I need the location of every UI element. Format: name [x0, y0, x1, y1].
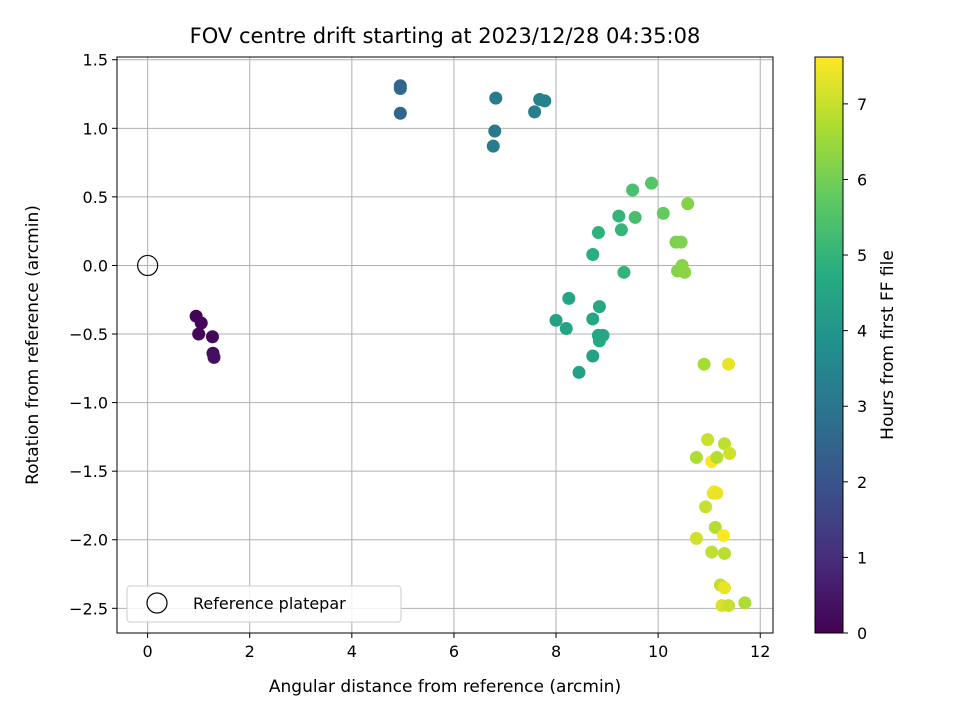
colorbar-gradient — [814, 56, 844, 634]
legend-box — [126, 585, 402, 623]
colorbar-tick-label: 1 — [857, 548, 867, 567]
data-point — [488, 124, 502, 138]
colorbar-ticks: 0 1 2 3 4 5 6 7 — [843, 95, 867, 643]
colorbar-tick-label: 3 — [857, 397, 867, 416]
y-tick-label: −1.0 — [69, 394, 108, 413]
data-point — [559, 322, 573, 336]
data-point — [678, 265, 692, 279]
x-tick-label: 6 — [449, 642, 459, 661]
x-tick-label: 10 — [648, 642, 668, 661]
data-point — [194, 316, 208, 330]
data-point — [723, 446, 737, 460]
data-point — [674, 235, 688, 249]
data-point — [614, 223, 628, 237]
data-point — [716, 529, 730, 543]
x-tick-label: 2 — [245, 642, 255, 661]
data-point — [710, 486, 724, 500]
data-point — [393, 106, 407, 120]
y-tick-label: −2.5 — [69, 599, 108, 618]
y-tick-label: 0.0 — [83, 256, 108, 275]
y-tick-label: 1.5 — [83, 51, 108, 70]
data-point — [738, 596, 752, 610]
y-tick-label: −2.0 — [69, 531, 108, 550]
data-point — [612, 209, 626, 223]
data-point — [586, 312, 600, 326]
data-point — [549, 313, 563, 327]
data-point — [705, 545, 719, 559]
data-point — [681, 197, 695, 211]
y-axis: −2.5 −2.0 −1.5 −1.0 −0.5 0.0 0.5 1.0 1.5 — [69, 51, 117, 618]
data-point — [591, 226, 605, 240]
data-point — [192, 327, 206, 341]
data-point — [710, 450, 724, 464]
colorbar-tick-label: 2 — [857, 473, 867, 492]
colorbar-tick-label: 6 — [857, 170, 867, 189]
data-point — [538, 94, 552, 108]
data-point — [592, 300, 606, 314]
data-point — [718, 546, 732, 560]
data-point — [486, 139, 500, 153]
data-point — [708, 520, 722, 534]
chart-title: FOV centre drift starting at 2023/12/28 … — [190, 24, 701, 48]
reference-marker — [137, 254, 159, 277]
colorbar-label: Hours from first FF file — [878, 250, 898, 440]
colorbar-tick-label: 0 — [857, 624, 867, 643]
data-point — [718, 437, 732, 451]
data-point — [701, 433, 715, 447]
x-tick-label: 12 — [750, 642, 770, 661]
legend: Reference platepar — [126, 585, 402, 623]
data-point — [592, 334, 606, 348]
y-axis-label: Rotation from reference (arcmin) — [23, 205, 43, 485]
data-point — [207, 350, 221, 364]
data-point — [644, 176, 658, 190]
data-point — [628, 210, 642, 224]
legend-label-reference: Reference platepar — [193, 594, 346, 613]
data-point — [562, 291, 576, 305]
colorbar-tick-label: 7 — [857, 95, 867, 114]
data-point — [586, 247, 600, 261]
data-point — [689, 531, 703, 545]
legend-marker-reference — [146, 592, 168, 614]
data-point — [689, 450, 703, 464]
scatter-points — [189, 79, 752, 613]
x-axis-label: Angular distance from reference (arcmin) — [269, 677, 621, 697]
y-tick-label: 0.5 — [83, 188, 108, 207]
reference-platepar-point — [137, 254, 159, 277]
data-point — [656, 206, 670, 220]
data-point — [697, 357, 711, 371]
data-point — [586, 349, 600, 363]
data-point — [572, 365, 586, 379]
colorbar-tick-label: 5 — [857, 246, 867, 265]
x-tick-label: 4 — [347, 642, 357, 661]
colorbar: 0 1 2 3 4 5 6 7 Hours from first FF file — [814, 56, 898, 643]
data-point — [205, 330, 219, 344]
data-point — [626, 183, 640, 197]
data-point — [528, 105, 542, 119]
plot-frame — [116, 56, 774, 634]
data-point — [722, 599, 736, 613]
x-tick-label: 8 — [551, 642, 561, 661]
y-tick-label: −1.5 — [69, 462, 108, 481]
x-tick-label: 0 — [143, 642, 153, 661]
data-point — [699, 500, 713, 514]
y-tick-label: −0.5 — [69, 325, 108, 344]
data-point — [489, 91, 503, 105]
data-point — [393, 82, 407, 96]
data-point — [722, 357, 736, 371]
x-axis: 0 2 4 6 8 10 12 — [143, 633, 770, 661]
colorbar-tick-label: 4 — [857, 322, 867, 341]
data-point — [718, 581, 732, 595]
grid — [117, 57, 773, 633]
y-tick-label: 1.0 — [83, 119, 108, 138]
data-point — [617, 265, 631, 279]
